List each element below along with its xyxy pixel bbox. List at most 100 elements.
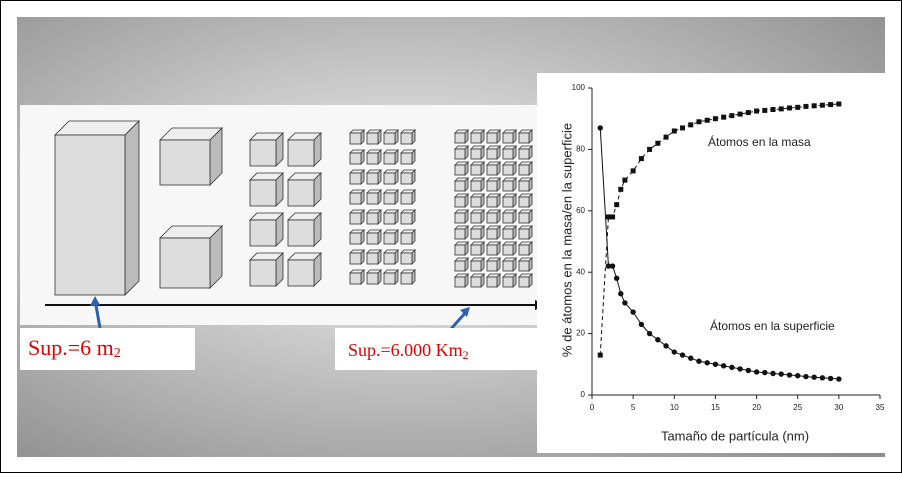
x-tick-label: 25 [793, 403, 802, 412]
y-tick-label: 40 [576, 267, 585, 276]
cube-front [487, 165, 497, 175]
point [680, 125, 685, 130]
cube-front [350, 153, 361, 164]
cube-front [487, 229, 497, 239]
cube-side [395, 170, 398, 184]
point [614, 202, 619, 207]
cube-front [503, 181, 513, 191]
cube-front [367, 153, 378, 164]
point [655, 141, 660, 146]
cube-front [455, 133, 465, 143]
point [803, 104, 808, 109]
x-tick-label: 0 [590, 403, 595, 412]
cube-front [455, 181, 465, 191]
slide: Sup.=6 m2 Sup.=6.000 Km2 Tamaño de partí… [0, 0, 902, 473]
point [836, 101, 841, 106]
cube-side [395, 150, 398, 164]
cube-side [378, 250, 381, 264]
cube-front [250, 180, 276, 206]
cube-front [350, 133, 361, 144]
surface-label: Sup.=6 m2 [28, 335, 121, 361]
cube-front [367, 233, 378, 244]
cube-front [401, 133, 412, 144]
y-axis-label: % de átomos en la masa/en la superficie [559, 123, 574, 357]
cube-side [125, 121, 139, 295]
cube-front [471, 229, 481, 239]
point [688, 355, 693, 360]
cube-front [384, 233, 395, 244]
cube-front [401, 233, 412, 244]
cube-front [401, 213, 412, 224]
cube-front [288, 260, 314, 286]
cube-side [361, 230, 364, 244]
cube-front [455, 245, 465, 255]
point [618, 187, 623, 192]
y-tick-label: 60 [576, 206, 585, 215]
point [729, 365, 734, 370]
point [618, 291, 623, 296]
point [795, 373, 800, 378]
cube-side [395, 230, 398, 244]
point [713, 362, 718, 367]
point [639, 322, 644, 327]
cube-front [519, 197, 529, 207]
point [655, 337, 660, 342]
surface-label: Sup.=6.000 Km2 [348, 340, 469, 362]
y-tick-label: 0 [581, 390, 586, 399]
point [737, 366, 742, 371]
cube-front [503, 261, 513, 271]
cube-front [350, 253, 361, 264]
point [754, 109, 759, 114]
point [705, 360, 710, 365]
x-tick-label: 20 [752, 403, 761, 412]
point [696, 359, 701, 364]
x-tick-label: 5 [631, 403, 636, 412]
cube-front [367, 133, 378, 144]
cube-front [455, 229, 465, 239]
cube-side [412, 170, 415, 184]
cube-side [361, 170, 364, 184]
point [672, 349, 677, 354]
cube-front [519, 133, 529, 143]
cube-front [503, 133, 513, 143]
cube-front [367, 213, 378, 224]
point [812, 103, 817, 108]
cube-side [395, 210, 398, 224]
cube-front [471, 133, 481, 143]
cube-front [350, 173, 361, 184]
point [672, 128, 677, 133]
cube-front [250, 260, 276, 286]
cube-front [519, 229, 529, 239]
point [762, 108, 767, 113]
cube-front [503, 245, 513, 255]
point [647, 147, 652, 152]
point [738, 112, 743, 117]
point [836, 376, 841, 381]
cube-front [455, 197, 465, 207]
cube-front [519, 149, 529, 159]
cube-side [361, 250, 364, 264]
point [762, 370, 767, 375]
point [779, 371, 784, 376]
cube-top [55, 121, 139, 135]
point [688, 122, 693, 127]
cube-front [384, 133, 395, 144]
cube-front [384, 193, 395, 204]
y-tick-label: 100 [572, 83, 586, 92]
point [705, 118, 710, 123]
cube-front [384, 173, 395, 184]
cube-side [378, 190, 381, 204]
cube-front [487, 197, 497, 207]
point [770, 371, 775, 376]
cube-front [519, 165, 529, 175]
point [771, 107, 776, 112]
cube-side [412, 250, 415, 264]
point [647, 331, 652, 336]
point [787, 372, 792, 377]
cube-front [487, 181, 497, 191]
point [721, 363, 726, 368]
point [820, 375, 825, 380]
cube-front [487, 213, 497, 223]
cube-front [471, 213, 481, 223]
point [828, 102, 833, 107]
